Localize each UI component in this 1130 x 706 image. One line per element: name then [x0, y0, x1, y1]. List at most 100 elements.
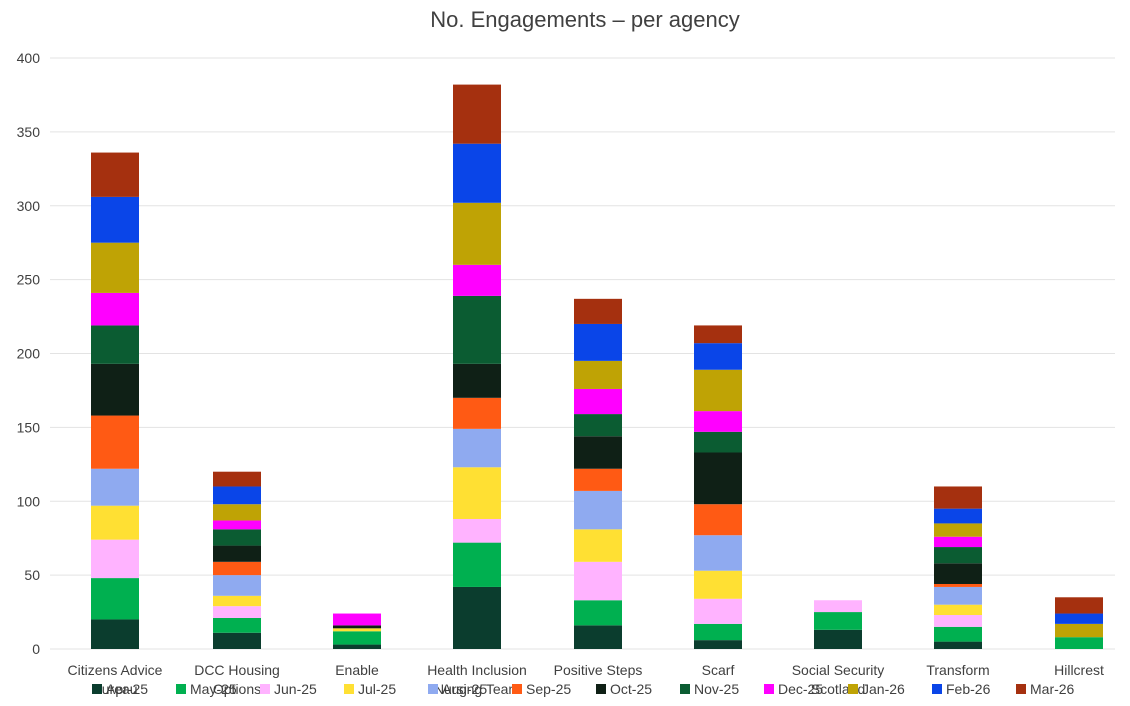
- bar-segment: [1055, 597, 1103, 614]
- bar-segment: [934, 486, 982, 509]
- legend-swatch: [848, 684, 858, 694]
- bar-segment: [574, 388, 622, 415]
- bar-segment: [91, 196, 139, 243]
- bar-segment: [814, 600, 862, 613]
- y-tick-label: 150: [17, 419, 41, 435]
- legend-label: Apr-25: [106, 681, 148, 697]
- y-tick-label: 400: [17, 50, 41, 66]
- bar-segment: [574, 298, 622, 324]
- bar-segment: [934, 615, 982, 627]
- x-axis-labels: Citizens Advice Bureau DCC Housing Options E…: [68, 662, 1104, 697]
- bar-segment: [333, 625, 381, 629]
- category-label: DCC Housing: [194, 662, 280, 678]
- bar-segment: [453, 397, 501, 429]
- legend-swatch: [596, 684, 606, 694]
- bar-segment: [1055, 637, 1103, 649]
- y-tick-label: 50: [24, 567, 40, 583]
- bar-segment: [934, 583, 982, 587]
- y-tick-label: 250: [17, 272, 41, 288]
- bar-segment: [333, 631, 381, 645]
- bar-segment: [694, 598, 742, 624]
- y-axis-ticks: 0 50 100 150 200 250 300 350 400: [17, 50, 41, 657]
- category-label: Transform: [926, 662, 989, 678]
- bar-segment: [213, 504, 261, 521]
- bar-segment: [91, 468, 139, 506]
- legend-item: Jun-25: [260, 681, 317, 697]
- bar-segment: [694, 325, 742, 344]
- bar-segment: [91, 242, 139, 293]
- bar-segment: [574, 561, 622, 601]
- bar-segment: [1055, 613, 1103, 624]
- bar-segment: [213, 486, 261, 505]
- bar-segment: [453, 264, 501, 296]
- bar-segment: [213, 561, 261, 576]
- legend-label: Jul-25: [358, 681, 396, 697]
- y-tick-label: 300: [17, 198, 41, 214]
- bar-segment: [574, 323, 622, 361]
- bar-segment: [1055, 623, 1103, 638]
- category-label: Bureau: [92, 681, 137, 697]
- bar-segment: [814, 629, 862, 649]
- bar-segment: [574, 414, 622, 437]
- bar-segment: [333, 644, 381, 649]
- bar-segment: [934, 641, 982, 649]
- legend-label: May-25: [190, 681, 237, 697]
- bar-segment: [91, 363, 139, 416]
- bar-segment: [814, 612, 862, 630]
- bar-segment: [91, 619, 139, 649]
- legend-swatch: [260, 684, 270, 694]
- bar-segment: [333, 628, 381, 632]
- legend-label: Feb-26: [946, 681, 991, 697]
- bar-segment: [333, 613, 381, 626]
- bar-segment: [934, 563, 982, 584]
- bar-segment: [213, 606, 261, 618]
- legend-swatch: [680, 684, 690, 694]
- legend-item: May-25: [176, 681, 237, 697]
- bar-segment: [91, 325, 139, 364]
- category-label: Scarf: [702, 662, 735, 678]
- bar-segment: [574, 625, 622, 649]
- y-tick-label: 0: [32, 641, 40, 657]
- bar-segment: [453, 295, 501, 364]
- bar-segment: [213, 617, 261, 633]
- bar-segment: [453, 428, 501, 468]
- bar-segment: [91, 578, 139, 620]
- legend-swatch: [1016, 684, 1026, 694]
- bar-segment: [213, 545, 261, 562]
- bar-segment: [574, 600, 622, 626]
- bar-segment: [213, 520, 261, 530]
- legend-item: Nov-25: [680, 681, 739, 697]
- legend-swatch: [344, 684, 354, 694]
- legend: Apr-25 May-25 Jun-25 Jul-25 Aug-25 Sep-25 Oct-…: [92, 681, 1075, 697]
- legend-item: Mar-26: [1016, 681, 1075, 697]
- bar-segment: [694, 623, 742, 641]
- bar-segment: [574, 436, 622, 469]
- bar-segment: [453, 363, 501, 398]
- bar-segment: [453, 202, 501, 265]
- bar-segment: [213, 595, 261, 607]
- bar-segment: [694, 640, 742, 649]
- legend-item: Oct-25: [596, 681, 652, 697]
- legend-item: Dec-25: [764, 681, 823, 697]
- legend-item: Sep-25: [512, 681, 571, 697]
- legend-swatch: [932, 684, 942, 694]
- category-label: Health Inclusion: [427, 662, 527, 678]
- legend-label: Oct-25: [610, 681, 652, 697]
- bar-segment: [213, 632, 261, 649]
- bar-segment: [694, 535, 742, 571]
- legend-item: Jan-26: [848, 681, 905, 697]
- bar-segment: [694, 369, 742, 412]
- bar-segment: [453, 518, 501, 543]
- bar-segment: [453, 467, 501, 519]
- bar-segment: [213, 575, 261, 596]
- y-tick-label: 200: [17, 346, 41, 362]
- bar-segment: [453, 84, 501, 144]
- y-tick-label: 350: [17, 124, 41, 140]
- bar-segment: [453, 143, 501, 203]
- legend-swatch: [512, 684, 522, 694]
- legend-label: Jan-26: [862, 681, 905, 697]
- legend-swatch: [764, 684, 774, 694]
- legend-item: Aug-25: [428, 681, 487, 697]
